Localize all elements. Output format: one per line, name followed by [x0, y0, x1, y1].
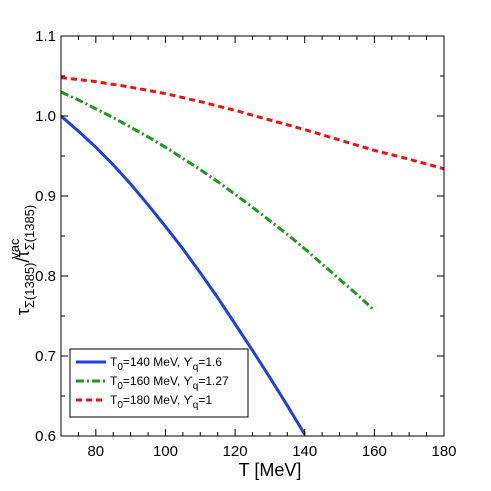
- x-tick-label: 100: [153, 443, 178, 460]
- y-tick-label: 0.6: [35, 428, 56, 445]
- y-label-tau: τ: [13, 308, 33, 315]
- y-label-den-subscript: Σ(1385): [22, 205, 37, 251]
- y-tick-label: 0.9: [35, 188, 56, 205]
- x-tick-label: 140: [292, 443, 317, 460]
- x-axis: 80 100 120 140 160 180: [60, 36, 457, 460]
- x-tick-label: 180: [431, 443, 456, 460]
- legend-box: [69, 348, 249, 418]
- x-tick-label: 80: [87, 443, 104, 460]
- x-tick-label: 120: [223, 443, 248, 460]
- y-axis: 0.6 0.7 0.8 0.9 1.0 1.1: [35, 28, 444, 445]
- y-label-den-superscript: vac: [7, 238, 22, 259]
- y-tick-label: 0.8: [35, 268, 56, 285]
- y-label-num-subscript: Σ(1385): [22, 263, 37, 309]
- legend-label-s160: T0=160 MeV, ϒq=1.27: [110, 374, 229, 392]
- legend: T0=140 MeV, ϒq=1.6T0=160 MeV, ϒq=1.27T0=…: [69, 348, 249, 418]
- y-label-separator: /τ: [13, 250, 33, 262]
- series-curves: [61, 76, 444, 436]
- series-line-s140: [61, 114, 307, 436]
- y-tick-label: 1.0: [35, 108, 56, 125]
- y-axis-label: τΣ(1385)/τΣ(1385)vac: [7, 205, 37, 316]
- series-line-s160: [61, 90, 376, 312]
- y-tick-label: 1.1: [35, 28, 56, 45]
- x-axis-label: T [MeV]: [239, 460, 302, 480]
- y-tick-label: 0.7: [35, 348, 56, 365]
- legend-label-s180: T0=180 MeV, ϒq=1: [110, 393, 212, 411]
- x-tick-label: 160: [362, 443, 387, 460]
- legend-label-s140: T0=140 MeV, ϒq=1.6: [110, 355, 222, 373]
- svg-text:τΣ(1385)/τΣ(1385)vac: τΣ(1385)/τΣ(1385)vac: [7, 205, 37, 316]
- series-line-s180: [61, 76, 444, 171]
